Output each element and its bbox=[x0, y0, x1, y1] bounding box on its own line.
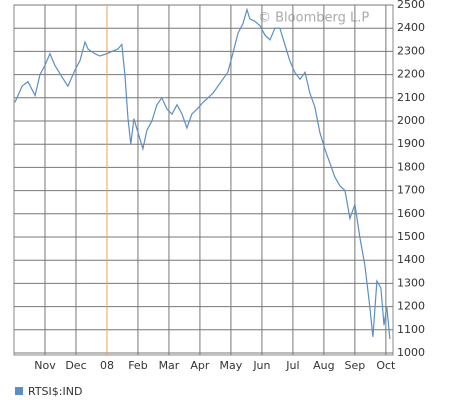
x-tick-label: Sep bbox=[345, 359, 366, 372]
price-line bbox=[14, 7, 391, 340]
y-tick-label: 1900 bbox=[397, 137, 425, 150]
y-tick-label: 1700 bbox=[397, 184, 425, 197]
x-tick-label: Feb bbox=[128, 359, 147, 372]
y-tick-label: 1600 bbox=[397, 207, 425, 220]
x-tick-label: Oct bbox=[376, 359, 396, 372]
x-tick-label: Nov bbox=[34, 359, 56, 372]
y-tick-label: 2200 bbox=[397, 68, 425, 81]
y-tick-label: 1800 bbox=[397, 160, 425, 173]
y-tick-label: 2300 bbox=[397, 44, 425, 57]
x-tick-label: Mar bbox=[159, 359, 180, 372]
y-tick-label: 1000 bbox=[397, 346, 425, 359]
x-tick-label: Jun bbox=[252, 359, 270, 372]
y-tick-label: 1200 bbox=[397, 300, 425, 313]
x-tick-label: May bbox=[220, 359, 243, 372]
y-tick-label: 2100 bbox=[397, 91, 425, 104]
x-tick-label: Aug bbox=[313, 359, 334, 372]
y-tick-label: 2500 bbox=[397, 0, 425, 11]
legend-swatch bbox=[15, 387, 23, 395]
x-tick-label: Apr bbox=[190, 359, 210, 372]
y-tick-label: 1100 bbox=[397, 323, 425, 336]
y-tick-label: 1500 bbox=[397, 230, 425, 243]
legend-label: RTSI$:IND bbox=[28, 385, 82, 398]
y-tick-label: 2000 bbox=[397, 114, 425, 127]
x-tick-label: Jul bbox=[285, 359, 299, 372]
y-tick-label: 1400 bbox=[397, 253, 425, 266]
x-tick-label: 08 bbox=[100, 359, 114, 372]
x-tick-label: Dec bbox=[65, 359, 86, 372]
y-tick-label: 2400 bbox=[397, 21, 425, 34]
plot-area bbox=[13, 4, 394, 356]
watermark: © Bloomberg L.P bbox=[258, 11, 369, 26]
y-tick-label: 1300 bbox=[397, 276, 425, 289]
